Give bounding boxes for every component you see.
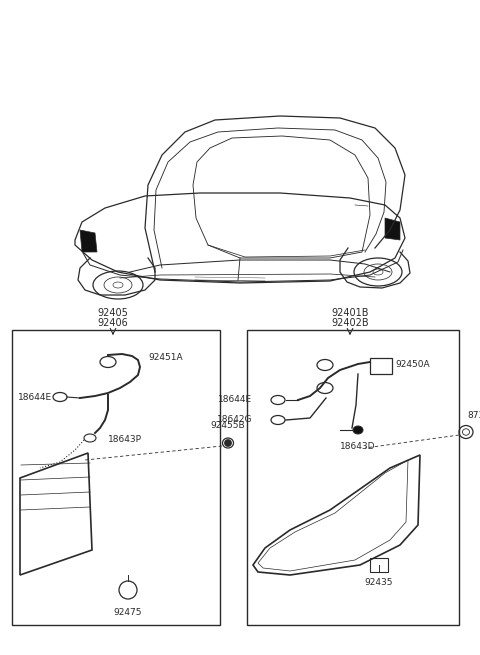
Text: 92451A: 92451A bbox=[148, 354, 182, 362]
Text: 92475: 92475 bbox=[114, 608, 142, 617]
Bar bbox=[370, 358, 392, 374]
Bar bbox=[12, 330, 220, 625]
Polygon shape bbox=[385, 218, 400, 240]
Polygon shape bbox=[80, 230, 97, 252]
Text: 18644E: 18644E bbox=[218, 396, 252, 405]
Bar bbox=[370, 558, 388, 572]
Text: 92401B: 92401B bbox=[331, 308, 369, 318]
Text: 18642G: 18642G bbox=[216, 415, 252, 424]
Text: 92405: 92405 bbox=[97, 308, 129, 318]
Text: 18643P: 18643P bbox=[108, 436, 142, 445]
Text: 92455B: 92455B bbox=[211, 421, 245, 430]
Text: 18644E: 18644E bbox=[18, 392, 52, 402]
Text: 87393: 87393 bbox=[467, 411, 480, 420]
Text: 18643D: 18643D bbox=[340, 442, 375, 451]
Circle shape bbox=[225, 440, 231, 447]
Bar bbox=[247, 330, 459, 625]
Text: 92402B: 92402B bbox=[331, 318, 369, 328]
Ellipse shape bbox=[353, 426, 363, 434]
Text: 92435: 92435 bbox=[365, 578, 393, 587]
Text: 92450A: 92450A bbox=[395, 360, 430, 369]
Text: 92406: 92406 bbox=[97, 318, 128, 328]
